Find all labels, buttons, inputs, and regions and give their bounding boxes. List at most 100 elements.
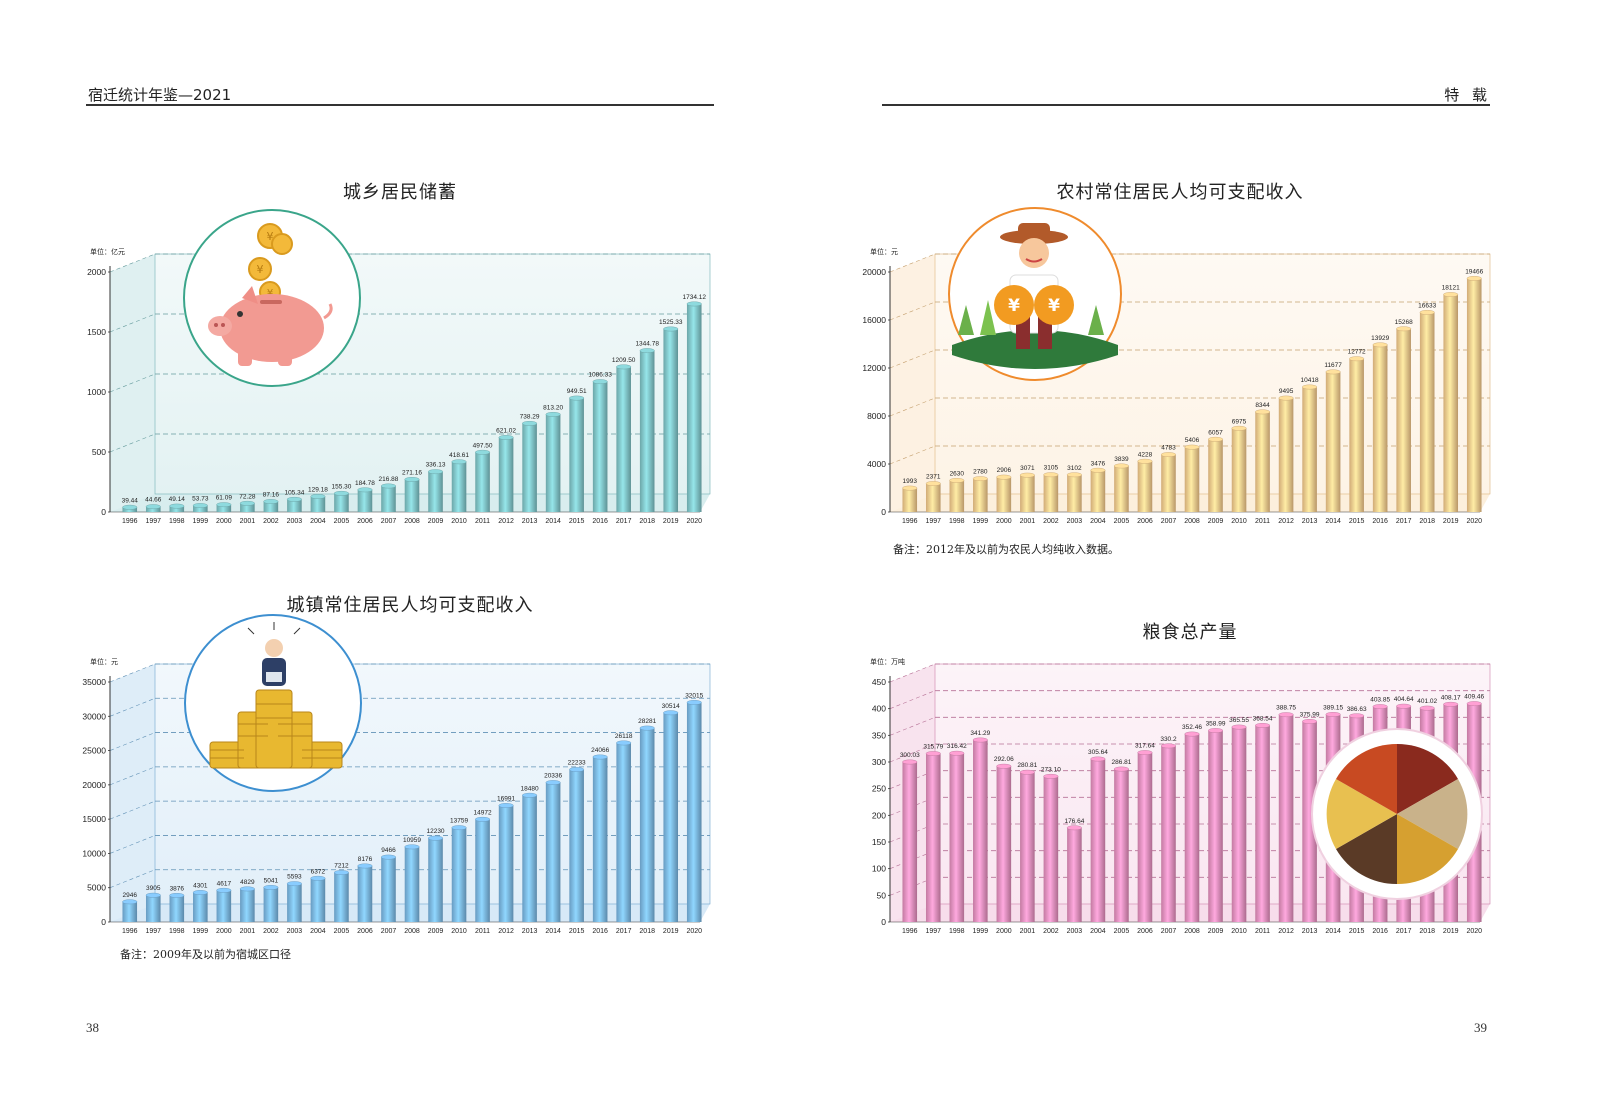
- x-tick-label: 2001: [1020, 928, 1036, 935]
- x-tick-label: 2005: [334, 928, 350, 935]
- gridline-side: [889, 743, 936, 763]
- bar-top: [1396, 703, 1412, 709]
- bar: [1160, 452, 1176, 512]
- x-tick-label: 2015: [569, 928, 585, 935]
- x-tick-label: 2007: [1161, 518, 1177, 525]
- y-tick-label: 30000: [82, 711, 106, 721]
- bar-value-label: 13929: [1371, 335, 1389, 342]
- bar-top: [498, 435, 514, 440]
- bar-top: [545, 780, 561, 785]
- x-tick-label: 2004: [310, 518, 326, 525]
- x-tick-label: 1998: [949, 518, 965, 525]
- x-tick-label: 2006: [357, 518, 373, 525]
- bar-top: [1419, 310, 1435, 315]
- bar-value-label: 4301: [193, 883, 208, 890]
- bar-value-label: 3105: [1044, 465, 1059, 472]
- y-tick-label: 0: [881, 507, 886, 517]
- bar-top: [569, 395, 585, 401]
- bar-value-label: 72.28: [239, 493, 256, 500]
- x-tick-label: 2011: [1255, 928, 1270, 935]
- x-tick-label: 2016: [592, 928, 608, 935]
- bar-top: [1043, 773, 1059, 779]
- bar-top: [310, 494, 326, 499]
- bar-top: [333, 490, 349, 496]
- x-tick-label: 1999: [973, 928, 989, 935]
- bar-value-label: 4617: [217, 880, 232, 887]
- y-tick-label: 350: [872, 730, 886, 740]
- x-tick-label: 2002: [1043, 518, 1059, 525]
- bar: [1255, 723, 1271, 922]
- bar-top: [239, 500, 255, 506]
- bar-top: [1443, 292, 1459, 297]
- bar-value-label: 15268: [1395, 319, 1413, 326]
- businessman-on-coins-icon: [184, 614, 362, 792]
- x-tick-label: 2011: [475, 518, 490, 525]
- bar-top: [1255, 409, 1271, 415]
- bar: [286, 881, 302, 922]
- bar-top: [1325, 712, 1341, 717]
- x-tick-label: 2002: [263, 518, 279, 525]
- bar: [263, 885, 279, 922]
- bar: [1137, 458, 1153, 512]
- bar-body: [663, 712, 679, 922]
- bar: [1302, 384, 1318, 512]
- bar-top: [428, 469, 444, 475]
- bar-body: [639, 350, 655, 512]
- farmer-with-money-bags-icon: ¥ ¥: [948, 207, 1122, 381]
- bar-body: [1443, 294, 1459, 512]
- x-tick-label: 2006: [357, 928, 373, 935]
- x-tick-label: 1997: [925, 518, 941, 525]
- bar-value-label: 368.54: [1253, 715, 1273, 722]
- x-tick-label: 2001: [1020, 518, 1036, 525]
- bar-body: [522, 795, 537, 922]
- unit-label: 单位：元: [90, 657, 118, 666]
- bar-top: [925, 751, 941, 756]
- bar: [639, 348, 655, 512]
- bar-value-label: 49.14: [169, 496, 186, 503]
- bar-top: [1160, 452, 1176, 458]
- gridline-side: [109, 433, 156, 453]
- bar-value-label: 9495: [1279, 388, 1294, 395]
- bar-value-label: 10959: [403, 837, 421, 844]
- bar: [1208, 436, 1224, 512]
- bar: [145, 504, 161, 512]
- bar-top: [1184, 731, 1200, 737]
- bar-top: [1325, 369, 1341, 375]
- bar-body: [1137, 461, 1153, 512]
- bar-top: [1349, 713, 1365, 719]
- bar-value-label: 317.64: [1135, 743, 1155, 750]
- bar-value-label: 358.99: [1206, 721, 1226, 728]
- bar-top: [451, 459, 467, 465]
- bar-value-label: 16991: [497, 795, 515, 802]
- bar-top: [639, 725, 655, 731]
- svg-text:¥: ¥: [267, 230, 274, 243]
- x-tick-label: 2013: [522, 518, 538, 525]
- gridline-side: [889, 349, 936, 369]
- bar-top: [545, 412, 561, 417]
- bar-top: [1231, 724, 1247, 730]
- gridline-side: [109, 766, 156, 786]
- bar: [428, 835, 444, 922]
- bar-body: [973, 478, 988, 512]
- gridline-side: [109, 373, 156, 393]
- x-tick-label: 2017: [616, 518, 632, 525]
- y-tick-label: 35000: [82, 677, 106, 687]
- bar-body: [145, 895, 161, 922]
- gridline-side: [109, 835, 156, 854]
- bar: [263, 499, 279, 512]
- y-tick-label: 1500: [87, 327, 106, 337]
- x-tick-label: 2003: [287, 928, 303, 935]
- x-tick-label: 2012: [498, 928, 514, 935]
- bar: [902, 759, 918, 922]
- unit-label: 单位：亿元: [90, 247, 125, 256]
- bar: [1372, 342, 1388, 512]
- bar-value-label: 216.88: [379, 476, 399, 483]
- x-tick-label: 2016: [592, 518, 608, 525]
- bar-value-label: 32015: [685, 692, 703, 699]
- bar-top: [592, 379, 608, 385]
- bar-top: [357, 487, 373, 493]
- x-tick-label: 2003: [287, 518, 303, 525]
- bar-value-label: 497.50: [473, 442, 493, 449]
- bar-top: [1372, 704, 1388, 710]
- bar-top: [996, 474, 1012, 480]
